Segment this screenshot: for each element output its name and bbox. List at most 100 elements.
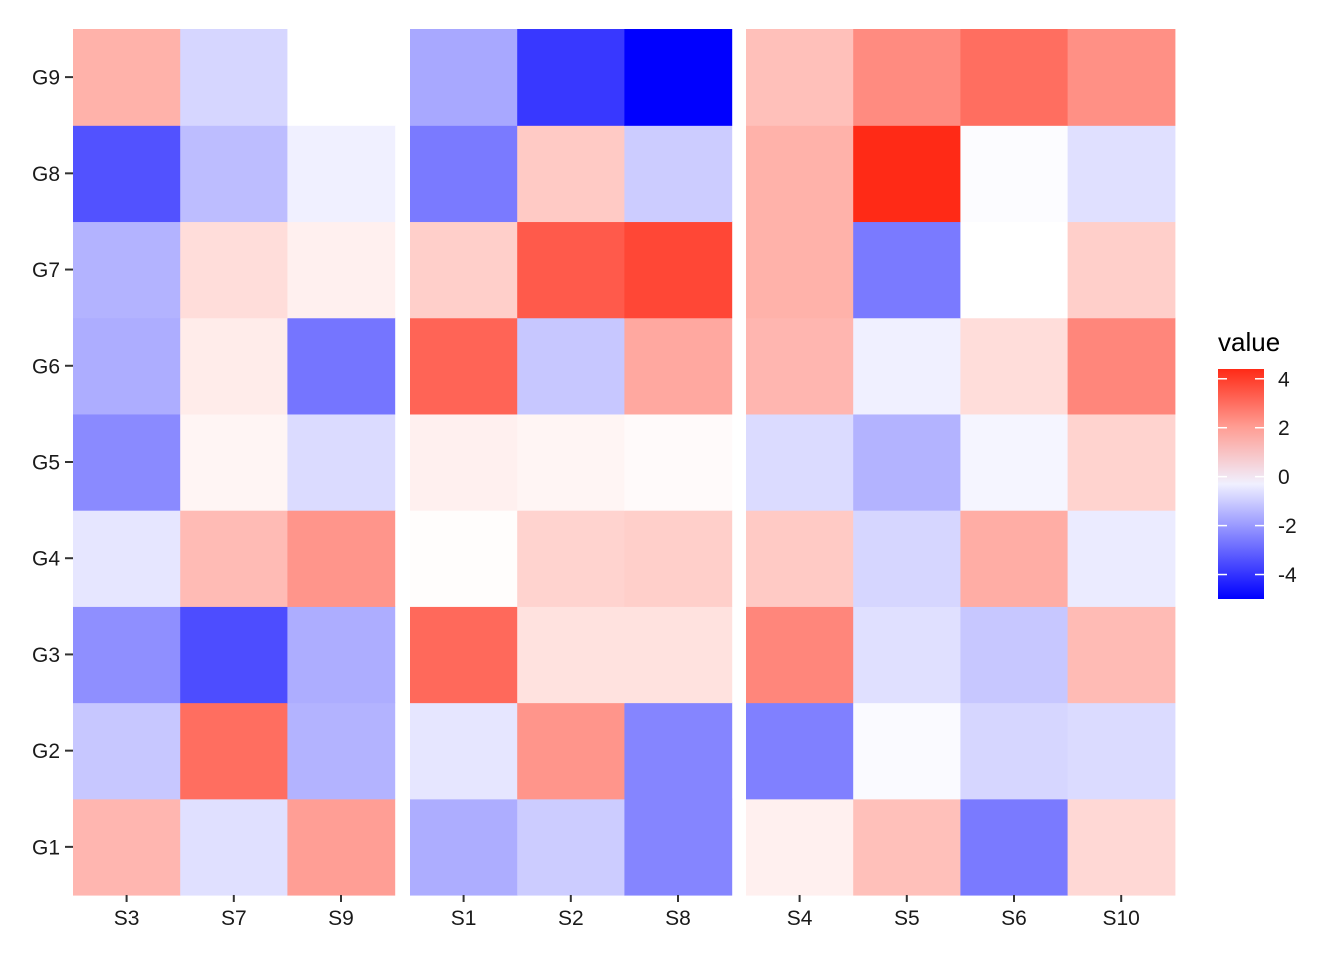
heatmap-cell-G6-S6 (960, 317, 1069, 415)
y-tick-label: G3 (32, 644, 60, 667)
y-tick-label: G2 (32, 740, 60, 763)
legend-tick-label: 0 (1278, 466, 1290, 489)
heatmap-cell-G9-S3 (73, 29, 181, 126)
heatmap-cell-G6-S3 (73, 317, 181, 415)
y-tick-label: G1 (32, 836, 60, 859)
legend: value 4 2 0 -2 -4 (1218, 327, 1297, 599)
heatmap-cell-G4-S1 (410, 510, 518, 607)
heatmap-cell-G6-S8 (624, 317, 733, 415)
heatmap-cell-G5-S10 (1067, 413, 1176, 511)
heatmap-cell-G2-S9 (287, 702, 396, 800)
heatmap-cell-G7-S1 (410, 221, 518, 319)
heatmap-cell-G7-S2 (517, 221, 625, 319)
heatmap-cell-G7-S3 (73, 221, 181, 319)
y-axis: G1 G2 G3 G4 G5 G6 G7 G8 G9 (32, 67, 73, 859)
heatmap-cell-G6-S9 (287, 317, 396, 415)
heatmap-cell-G1-S1 (410, 798, 518, 896)
heatmap-cell-G9-S4 (746, 29, 854, 126)
heatmap-cell-G6-S7 (180, 317, 288, 415)
heatmap-cell-G2-S6 (960, 702, 1069, 800)
legend-tick-label: -4 (1278, 564, 1297, 587)
heatmap-cell-G1-S8 (624, 798, 733, 896)
heatmap-cell-G9-S7 (180, 29, 288, 126)
legend-colorbar (1218, 369, 1264, 599)
heatmap-cell-G3-S4 (746, 606, 854, 704)
panel-1 (73, 29, 396, 896)
y-tick-label: G6 (32, 355, 60, 378)
x-tick-label: S6 (1001, 907, 1027, 930)
heatmap-cell-G2-S5 (853, 702, 961, 800)
heatmap-cell-G7-S9 (287, 221, 396, 319)
heatmap-cell-G3-S8 (624, 606, 733, 704)
heatmap-cell-G9-S10 (1067, 29, 1176, 126)
heatmap-cell-G6-S1 (410, 317, 518, 415)
heatmap-cell-G5-S5 (853, 413, 961, 511)
x-tick-label: S4 (787, 907, 813, 930)
heatmap-cell-G7-S10 (1067, 221, 1176, 319)
heatmap-cell-G5-S9 (287, 413, 396, 511)
heatmap-cell-G9-S1 (410, 29, 518, 126)
y-tick-label: G5 (32, 451, 60, 474)
heatmap-cell-G3-S9 (287, 606, 396, 704)
heatmap-cell-G5-S6 (960, 413, 1069, 511)
heatmap-cell-G8-S10 (1067, 125, 1176, 223)
x-tick-label: S3 (114, 907, 140, 930)
heatmap-cell-G3-S3 (73, 606, 181, 704)
heatmap-cell-G6-S10 (1067, 317, 1176, 415)
panel-3 (746, 29, 1176, 896)
legend-tick-label: 2 (1278, 417, 1290, 440)
heatmap-cell-G3-S1 (410, 606, 518, 704)
heatmap-cell-G5-S2 (517, 413, 625, 511)
x-tick-label: S10 (1103, 907, 1140, 930)
heatmap-cell-G8-S9 (287, 125, 396, 223)
heatmap-cell-G9-S2 (517, 29, 625, 126)
heatmap-cell-G5-S1 (410, 413, 518, 511)
heatmap-cell-G2-S3 (73, 702, 181, 800)
heatmap-cell-G8-S7 (180, 125, 288, 223)
heatmap-cell-G4-S9 (287, 510, 396, 607)
heatmap-cell-G5-S3 (73, 413, 181, 511)
heatmap-cell-G8-S1 (410, 125, 518, 223)
heatmap-cell-G9-S6 (960, 29, 1069, 126)
heatmap-cell-G1-S10 (1067, 798, 1176, 896)
heatmap-cell-G2-S8 (624, 702, 733, 800)
heatmap-cell-G2-S10 (1067, 702, 1176, 800)
heatmap-cell-G6-S2 (517, 317, 625, 415)
heatmap-cell-G9-S9 (287, 29, 396, 126)
heatmap-cell-G5-S4 (746, 413, 854, 511)
heatmap-cell-G1-S4 (746, 798, 854, 896)
heatmap-cell-G4-S6 (960, 510, 1069, 607)
heatmap-cell-G1-S7 (180, 798, 288, 896)
y-tick-label: G7 (32, 259, 60, 282)
legend-ticks: 4 2 0 -2 -4 (1218, 368, 1297, 587)
heatmap-cell-G8-S5 (853, 125, 961, 223)
x-tick-label: S8 (665, 907, 691, 930)
heatmap-cell-G4-S8 (624, 510, 733, 607)
legend-title: value (1218, 327, 1280, 357)
heatmap-cell-G6-S4 (746, 317, 854, 415)
heatmap-panels (73, 29, 1176, 896)
x-tick-label: S9 (328, 907, 354, 930)
heatmap-cell-G7-S4 (746, 221, 854, 319)
heatmap-cell-G3-S10 (1067, 606, 1176, 704)
heatmap-cell-G1-S5 (853, 798, 961, 896)
heatmap-cell-G5-S7 (180, 413, 288, 511)
heatmap-cell-G5-S8 (624, 413, 733, 511)
heatmap-cell-G1-S6 (960, 798, 1069, 896)
panel-2 (410, 29, 733, 896)
heatmap-cell-G2-S4 (746, 702, 854, 800)
heatmap-cell-G4-S10 (1067, 510, 1176, 607)
x-axis: S3 S7 S9 S1 S2 S8 S4 S5 S6 S10 (114, 894, 1140, 930)
y-tick-label: G9 (32, 67, 60, 90)
x-tick-label: S2 (558, 907, 584, 930)
heatmap-cell-G4-S5 (853, 510, 961, 607)
heatmap-cell-G8-S3 (73, 125, 181, 223)
y-tick-label: G8 (32, 163, 60, 186)
heatmap-cell-G1-S3 (73, 798, 181, 896)
heatmap-cell-G4-S7 (180, 510, 288, 607)
heatmap-cell-G3-S6 (960, 606, 1069, 704)
x-tick-label: S1 (451, 907, 477, 930)
heatmap-cell-G7-S5 (853, 221, 961, 319)
heatmap-cell-G7-S7 (180, 221, 288, 319)
